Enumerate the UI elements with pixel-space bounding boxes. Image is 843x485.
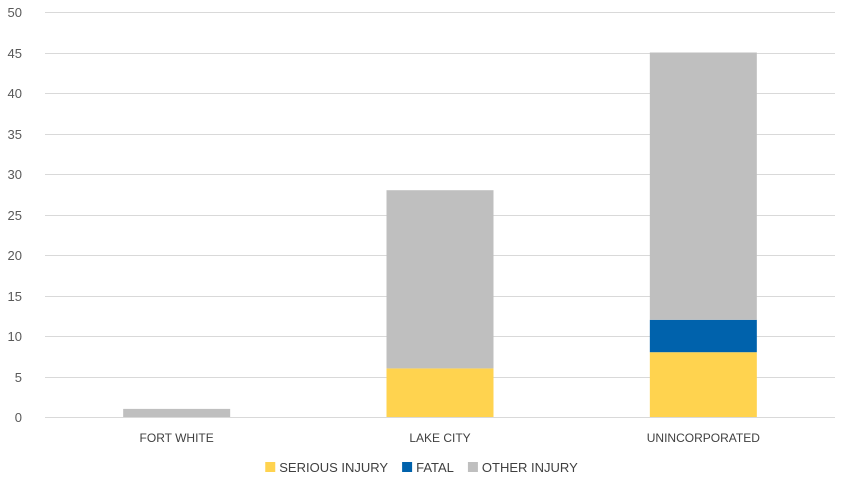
legend-label: OTHER INJURY xyxy=(482,460,578,475)
legend-label: SERIOUS INJURY xyxy=(279,460,388,475)
bars xyxy=(123,52,757,417)
y-axis-tick-labels: 0 5 10 15 20 25 30 35 40 45 50 xyxy=(8,5,22,425)
y-tick-label: 20 xyxy=(8,248,22,263)
y-tick-label: 0 xyxy=(15,410,22,425)
bar-segment-other-injury xyxy=(123,408,231,417)
legend-label: FATAL xyxy=(416,460,454,475)
x-axis-category-labels: FORT WHITE LAKE CITY UNINCORPORATED xyxy=(140,431,761,445)
legend-swatch xyxy=(467,462,478,472)
bar-segment-serious-injury xyxy=(386,368,494,417)
legend-swatch xyxy=(402,462,413,472)
legend-item: SERIOUS INJURY xyxy=(265,460,388,475)
y-tick-label: 50 xyxy=(8,5,22,20)
legend-item: FATAL xyxy=(402,460,454,475)
legend-item: OTHER INJURY xyxy=(467,460,578,475)
y-tick-label: 15 xyxy=(8,289,22,304)
x-category-label: LAKE CITY xyxy=(409,431,470,445)
bar-segment-other-injury xyxy=(649,52,757,320)
y-tick-label: 45 xyxy=(8,46,22,61)
y-tick-label: 25 xyxy=(8,208,22,223)
bar-segment-other-injury xyxy=(386,190,494,369)
y-tick-label: 35 xyxy=(8,127,22,142)
y-tick-label: 5 xyxy=(15,370,22,385)
bar-segment-fatal xyxy=(649,319,757,353)
bar-segment-serious-injury xyxy=(649,352,757,417)
x-category-label: UNINCORPORATED xyxy=(647,431,760,445)
legend: SERIOUS INJURY FATAL OTHER INJURY xyxy=(265,460,578,475)
y-tick-label: 40 xyxy=(8,86,22,101)
legend-swatch xyxy=(265,462,276,472)
y-tick-label: 10 xyxy=(8,329,22,344)
y-tick-label: 30 xyxy=(8,167,22,182)
x-category-label: FORT WHITE xyxy=(140,431,214,445)
